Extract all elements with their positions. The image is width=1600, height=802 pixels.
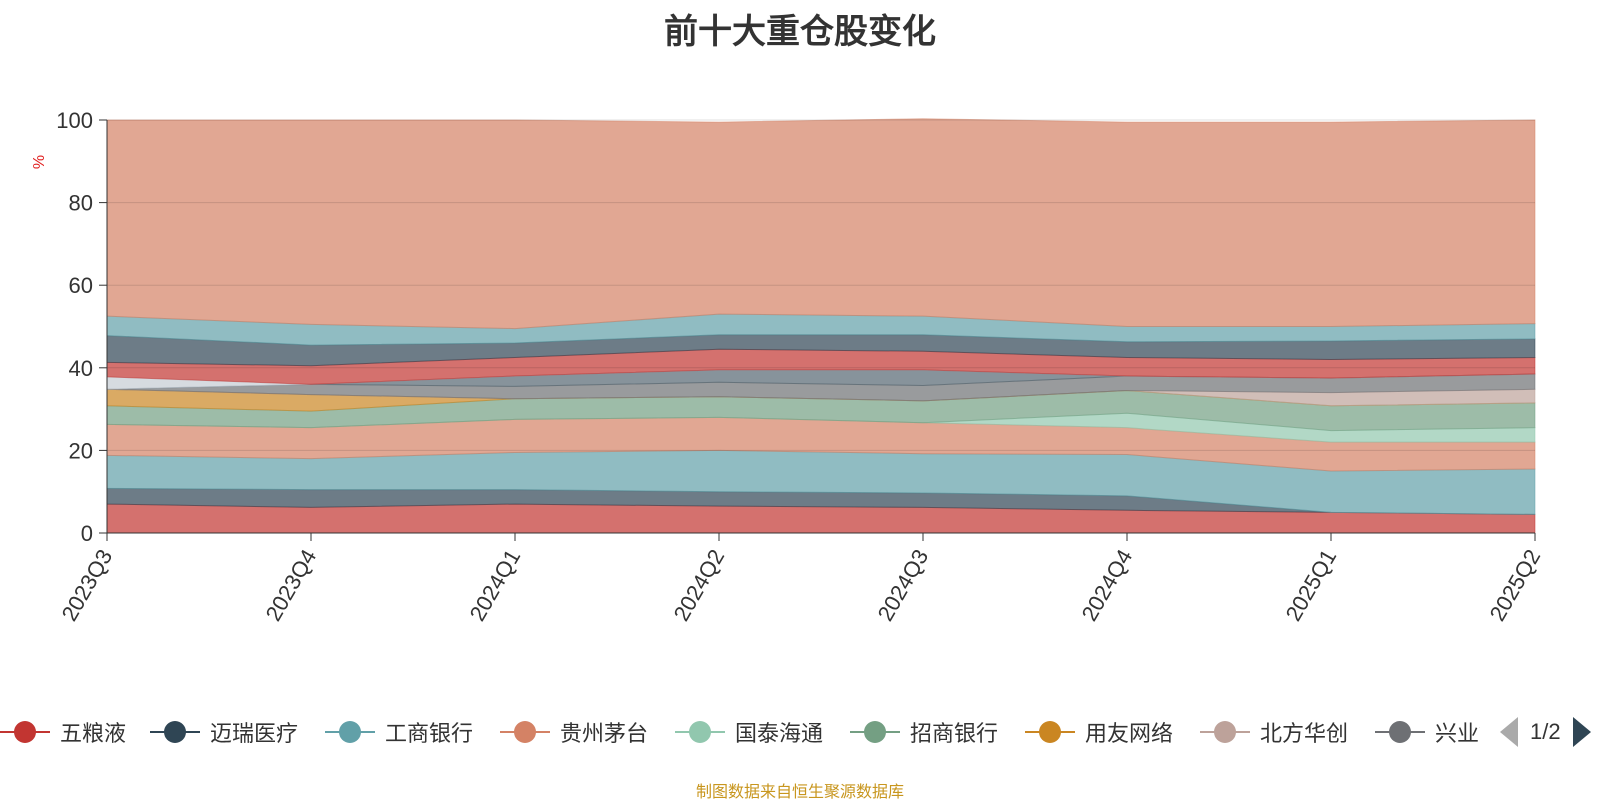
x-tick-label: 2023Q3 <box>57 545 118 625</box>
legend-dot-icon <box>1214 721 1236 743</box>
legend-page-indicator: 1/2 <box>1530 719 1561 744</box>
legend-label: 五粮液 <box>60 721 127 746</box>
x-tick-label: 2024Q4 <box>1077 545 1138 625</box>
legend-dot-icon <box>1389 721 1411 743</box>
legend-item[interactable]: 招商银行 <box>850 712 998 752</box>
legend-item[interactable]: 迈瑞医疗 <box>150 712 298 752</box>
legend-marker-icon <box>500 721 550 743</box>
y-tick-label: 40 <box>69 356 93 381</box>
legend-next-arrow-icon[interactable] <box>1572 717 1591 747</box>
legend-marker-icon <box>325 721 375 743</box>
legend-marker-icon <box>1200 721 1250 743</box>
legend-label: 迈瑞医疗 <box>210 721 299 746</box>
legend-dot-icon <box>689 721 711 743</box>
legend-dot-icon <box>1039 721 1061 743</box>
legend-item[interactable]: 国泰海通 <box>675 712 823 752</box>
x-tick-label: 2024Q3 <box>873 545 934 625</box>
legend-marker-icon <box>150 721 200 743</box>
legend-dot-icon <box>339 721 361 743</box>
x-tick-label: 2023Q4 <box>261 545 322 625</box>
chart-title: 前十大重仓股变化 <box>664 13 936 51</box>
legend-marker-icon <box>675 721 725 743</box>
x-tick-label: 2025Q2 <box>1485 545 1546 625</box>
legend-item[interactable]: 贵州茅台 <box>500 712 648 752</box>
legend-label: 贵州茅台 <box>560 721 649 746</box>
y-axis-unit: % <box>31 155 48 169</box>
legend-item[interactable]: 用友网络 <box>1025 712 1173 752</box>
y-tick-label: 20 <box>69 438 93 463</box>
y-tick-label: 0 <box>81 521 93 546</box>
x-tick-label: 2025Q1 <box>1281 545 1342 625</box>
legend-label: 兴业银行 <box>1435 721 1480 746</box>
legend-item[interactable]: 兴业银行 <box>1375 712 1480 752</box>
y-tick-label: 100 <box>56 108 93 133</box>
legend-marker-icon <box>1375 721 1425 743</box>
legend-pager: 1/2 <box>1500 712 1591 752</box>
legend-dot-icon <box>14 721 36 743</box>
legend-dot-icon <box>164 721 186 743</box>
legend-label: 用友网络 <box>1085 721 1174 746</box>
area-chart: 0 20 40 60 80 100 2023Q3 2023Q4 2024Q1 2024Q2 2024… <box>31 108 1546 625</box>
legend-item[interactable]: 五粮液 <box>0 712 126 752</box>
legend-dot-icon <box>514 721 536 743</box>
area-series-15[interactable] <box>106 118 1536 330</box>
legend: 五粮液 迈瑞医疗 工商银行 贵州茅台 国泰海通 招商银行 用友网络 北方华创 兴业银行 1/2 <box>0 712 1600 752</box>
legend-dot-icon <box>864 721 886 743</box>
legend-marker-icon <box>1025 721 1075 743</box>
legend-item[interactable]: 北方华创 <box>1200 712 1348 752</box>
legend-label: 北方华创 <box>1260 721 1349 746</box>
legend-marker-icon <box>0 721 50 743</box>
y-tick-label: 80 <box>69 191 93 216</box>
x-tick-label: 2024Q1 <box>465 545 526 625</box>
legend-label: 招商银行 <box>910 721 999 746</box>
y-tick-label: 60 <box>69 273 93 298</box>
legend-item[interactable]: 工商银行 <box>325 712 473 752</box>
area-series-group <box>106 118 1536 534</box>
legend-label: 工商银行 <box>385 721 474 746</box>
data-source-note: 制图数据来自恒生聚源数据库 <box>695 784 904 801</box>
x-tick-label: 2024Q2 <box>669 545 730 625</box>
legend-prev-arrow-icon[interactable] <box>1500 717 1518 747</box>
legend-label: 国泰海通 <box>735 721 824 746</box>
legend-marker-icon <box>850 721 900 743</box>
legend-items: 五粮液 迈瑞医疗 工商银行 贵州茅台 国泰海通 招商银行 用友网络 北方华创 兴业银行 <box>0 712 1480 752</box>
